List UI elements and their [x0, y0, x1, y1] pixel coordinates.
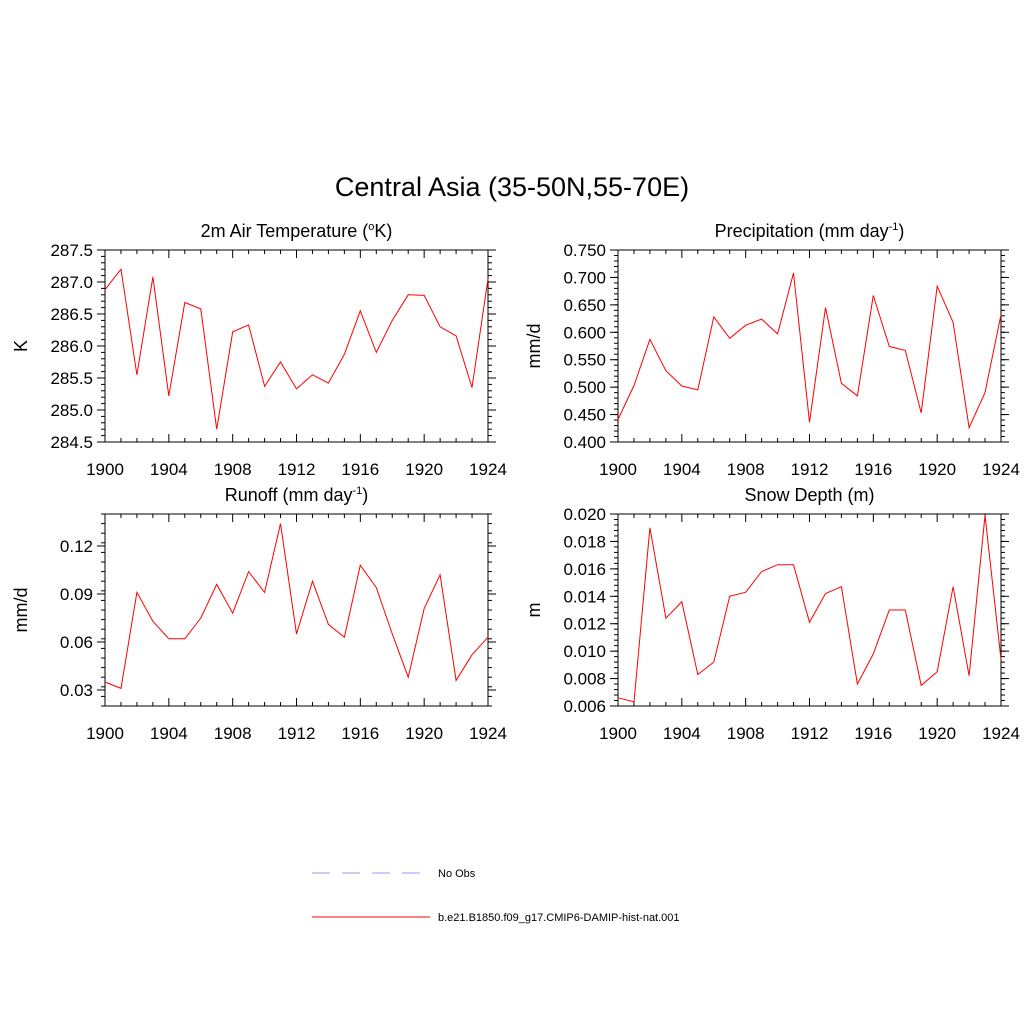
y-tick-label: 284.5 [50, 433, 93, 452]
panel-2: Precipitation (mm day-1) mm/d 1900 1904 1908… [524, 221, 1020, 479]
series-line-1 [104, 267, 489, 430]
y-tick-label: 0.014 [563, 587, 606, 606]
x-tick-label: 1916 [341, 460, 379, 479]
x-tick-label: 1916 [341, 724, 379, 743]
x-tick-label: 1904 [663, 724, 701, 743]
x-tick-label: 1904 [150, 460, 188, 479]
plot-frame [617, 513, 1002, 707]
series-line-1 [617, 515, 1002, 703]
x-tick-label: 1908 [214, 460, 252, 479]
series-line-1 [617, 272, 1002, 430]
y-tick-label: 0.400 [563, 433, 606, 452]
x-tick-label: 1900 [599, 724, 637, 743]
x-tick-label: 1904 [663, 460, 701, 479]
panel-1: 2m Air Temperature (oK) K 1900 1904 1908 1912… [11, 221, 507, 479]
panel-4: Snow Depth (m) m 1900 1904 1908 1912 1916 1920 1… [524, 485, 1020, 743]
legend-obs-label: No Obs [438, 868, 476, 880]
y-tick-label: 0.010 [563, 642, 606, 661]
x-tick-label: 1920 [918, 460, 956, 479]
panels: 2m Air Temperature (oK) K 1900 1904 1908 1912… [11, 221, 1020, 743]
y-tick-label: 0.550 [563, 351, 606, 370]
series-line-1 [104, 523, 489, 690]
x-tick-label: 1924 [982, 460, 1020, 479]
y-tick-label: 0.600 [563, 323, 606, 342]
x-tick-label: 1900 [86, 460, 124, 479]
x-tick-label: 1924 [982, 724, 1020, 743]
y-tick-label: 287.5 [50, 241, 93, 260]
y-tick-label: 0.018 [563, 532, 606, 551]
y-tick-label: 0.700 [563, 268, 606, 287]
x-tick-label: 1908 [727, 724, 765, 743]
y-tick-label: 287.0 [50, 273, 93, 292]
legend: No Obs b.e21.B1850.f09_g17.CMIP6-DAMIP-h… [312, 868, 680, 924]
panel-title: Runoff (mm day-1) [225, 485, 369, 505]
y-tick-label: 0.500 [563, 378, 606, 397]
y-axis-label: m [524, 603, 544, 618]
y-tick-label: 286.0 [50, 337, 93, 356]
y-tick-label: 0.450 [563, 406, 606, 425]
main-title: Central Asia (35-50N,55-70E) [335, 172, 689, 202]
panel-title: 2m Air Temperature (oK) [201, 221, 393, 241]
y-axis-label: mm/d [11, 588, 31, 633]
panel-title: Snow Depth (m) [744, 485, 874, 505]
y-tick-label: 0.12 [60, 537, 93, 556]
y-tick-label: 0.06 [60, 633, 93, 652]
y-tick-label: 0.008 [563, 670, 606, 689]
y-tick-label: 0.012 [563, 615, 606, 634]
plot-frame [617, 249, 1002, 443]
x-tick-label: 1912 [791, 724, 829, 743]
y-tick-label: 0.750 [563, 241, 606, 260]
x-tick-label: 1920 [918, 724, 956, 743]
y-tick-label: 0.03 [60, 681, 93, 700]
y-tick-label: 285.0 [50, 401, 93, 420]
x-tick-label: 1900 [599, 460, 637, 479]
panel-title: Precipitation (mm day-1) [715, 221, 905, 241]
x-tick-label: 1908 [214, 724, 252, 743]
x-tick-label: 1908 [727, 460, 765, 479]
y-axis-label: K [11, 340, 31, 352]
x-tick-label: 1920 [405, 460, 443, 479]
x-tick-label: 1916 [854, 724, 892, 743]
x-tick-label: 1924 [469, 724, 507, 743]
x-tick-label: 1912 [791, 460, 829, 479]
x-tick-label: 1920 [405, 724, 443, 743]
x-tick-label: 1916 [854, 460, 892, 479]
y-tick-label: 286.5 [50, 305, 93, 324]
x-tick-label: 1912 [278, 460, 316, 479]
x-tick-label: 1912 [278, 724, 316, 743]
y-tick-label: 0.650 [563, 296, 606, 315]
x-tick-label: 1924 [469, 460, 507, 479]
plot-frame [104, 513, 489, 707]
y-tick-label: 0.016 [563, 560, 606, 579]
y-tick-label: 285.5 [50, 369, 93, 388]
legend-model-label: b.e21.B1850.f09_g17.CMIP6-DAMIP-hist-nat… [438, 912, 680, 924]
x-tick-label: 1904 [150, 724, 188, 743]
panel-3: Runoff (mm day-1) mm/d 1900 1904 1908 1912 191… [11, 485, 507, 743]
y-axis-label: mm/d [524, 324, 544, 369]
x-tick-label: 1900 [86, 724, 124, 743]
y-tick-label: 0.006 [563, 697, 606, 716]
y-tick-label: 0.09 [60, 585, 93, 604]
y-tick-label: 0.020 [563, 505, 606, 524]
